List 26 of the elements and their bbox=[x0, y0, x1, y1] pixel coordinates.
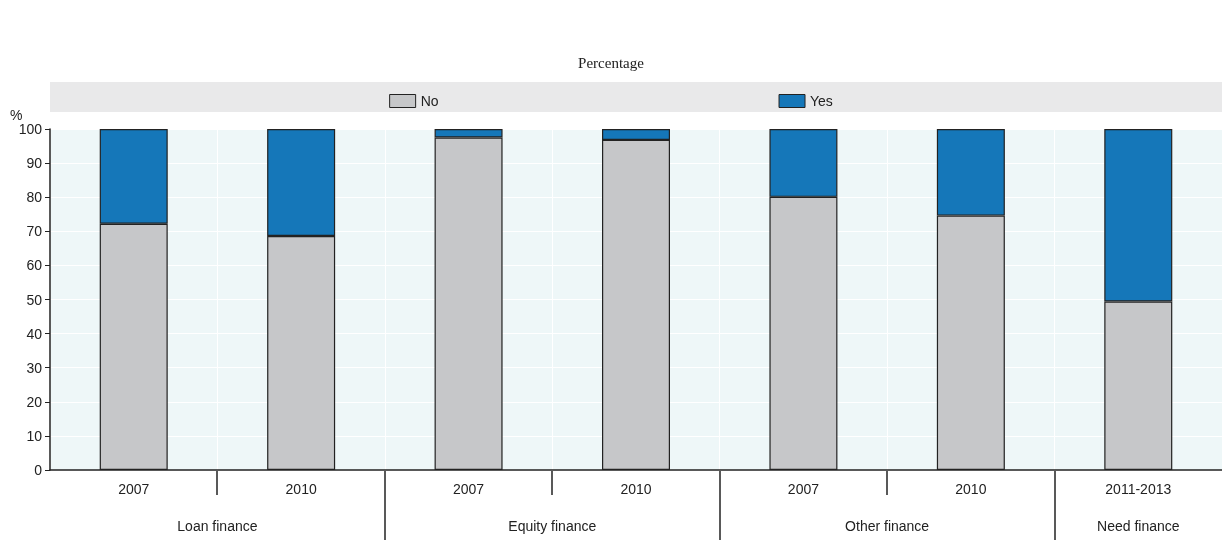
x-tick-label: 2010 bbox=[955, 481, 987, 497]
y-tick-label: 70 bbox=[26, 223, 43, 240]
y-tick-label: 30 bbox=[26, 359, 43, 376]
y-tick-label: 100 bbox=[18, 121, 43, 137]
x-tick-label: 2010 bbox=[285, 481, 317, 497]
text: Other finance bbox=[845, 518, 930, 534]
y-tick-label: 20 bbox=[26, 393, 43, 410]
legend-label: No bbox=[420, 93, 439, 109]
text: Loan finance bbox=[177, 518, 258, 534]
text: Equity finance bbox=[508, 518, 597, 534]
y-axis-title: % bbox=[10, 107, 23, 123]
x-tick-label: 2007 bbox=[787, 481, 820, 497]
y-tick-label: 80 bbox=[26, 189, 43, 206]
x-tick-label: 2011-2013 bbox=[1105, 481, 1172, 497]
text: Need finance bbox=[1097, 518, 1180, 534]
y-tick-label: 90 bbox=[26, 155, 43, 172]
x-tick-label: 2007 bbox=[452, 481, 485, 497]
y-tick-label: 40 bbox=[26, 325, 43, 342]
y-tick-label: 60 bbox=[26, 257, 43, 274]
chart-title: Percentage bbox=[578, 54, 645, 71]
y-tick-label: 50 bbox=[26, 291, 43, 308]
y-tick-label: 10 bbox=[26, 427, 43, 444]
legend-label: Yes bbox=[810, 93, 833, 109]
y-tick-label: 0 bbox=[34, 462, 43, 478]
x-tick-label: 2010 bbox=[620, 481, 652, 497]
x-tick-label: 2007 bbox=[118, 481, 150, 497]
